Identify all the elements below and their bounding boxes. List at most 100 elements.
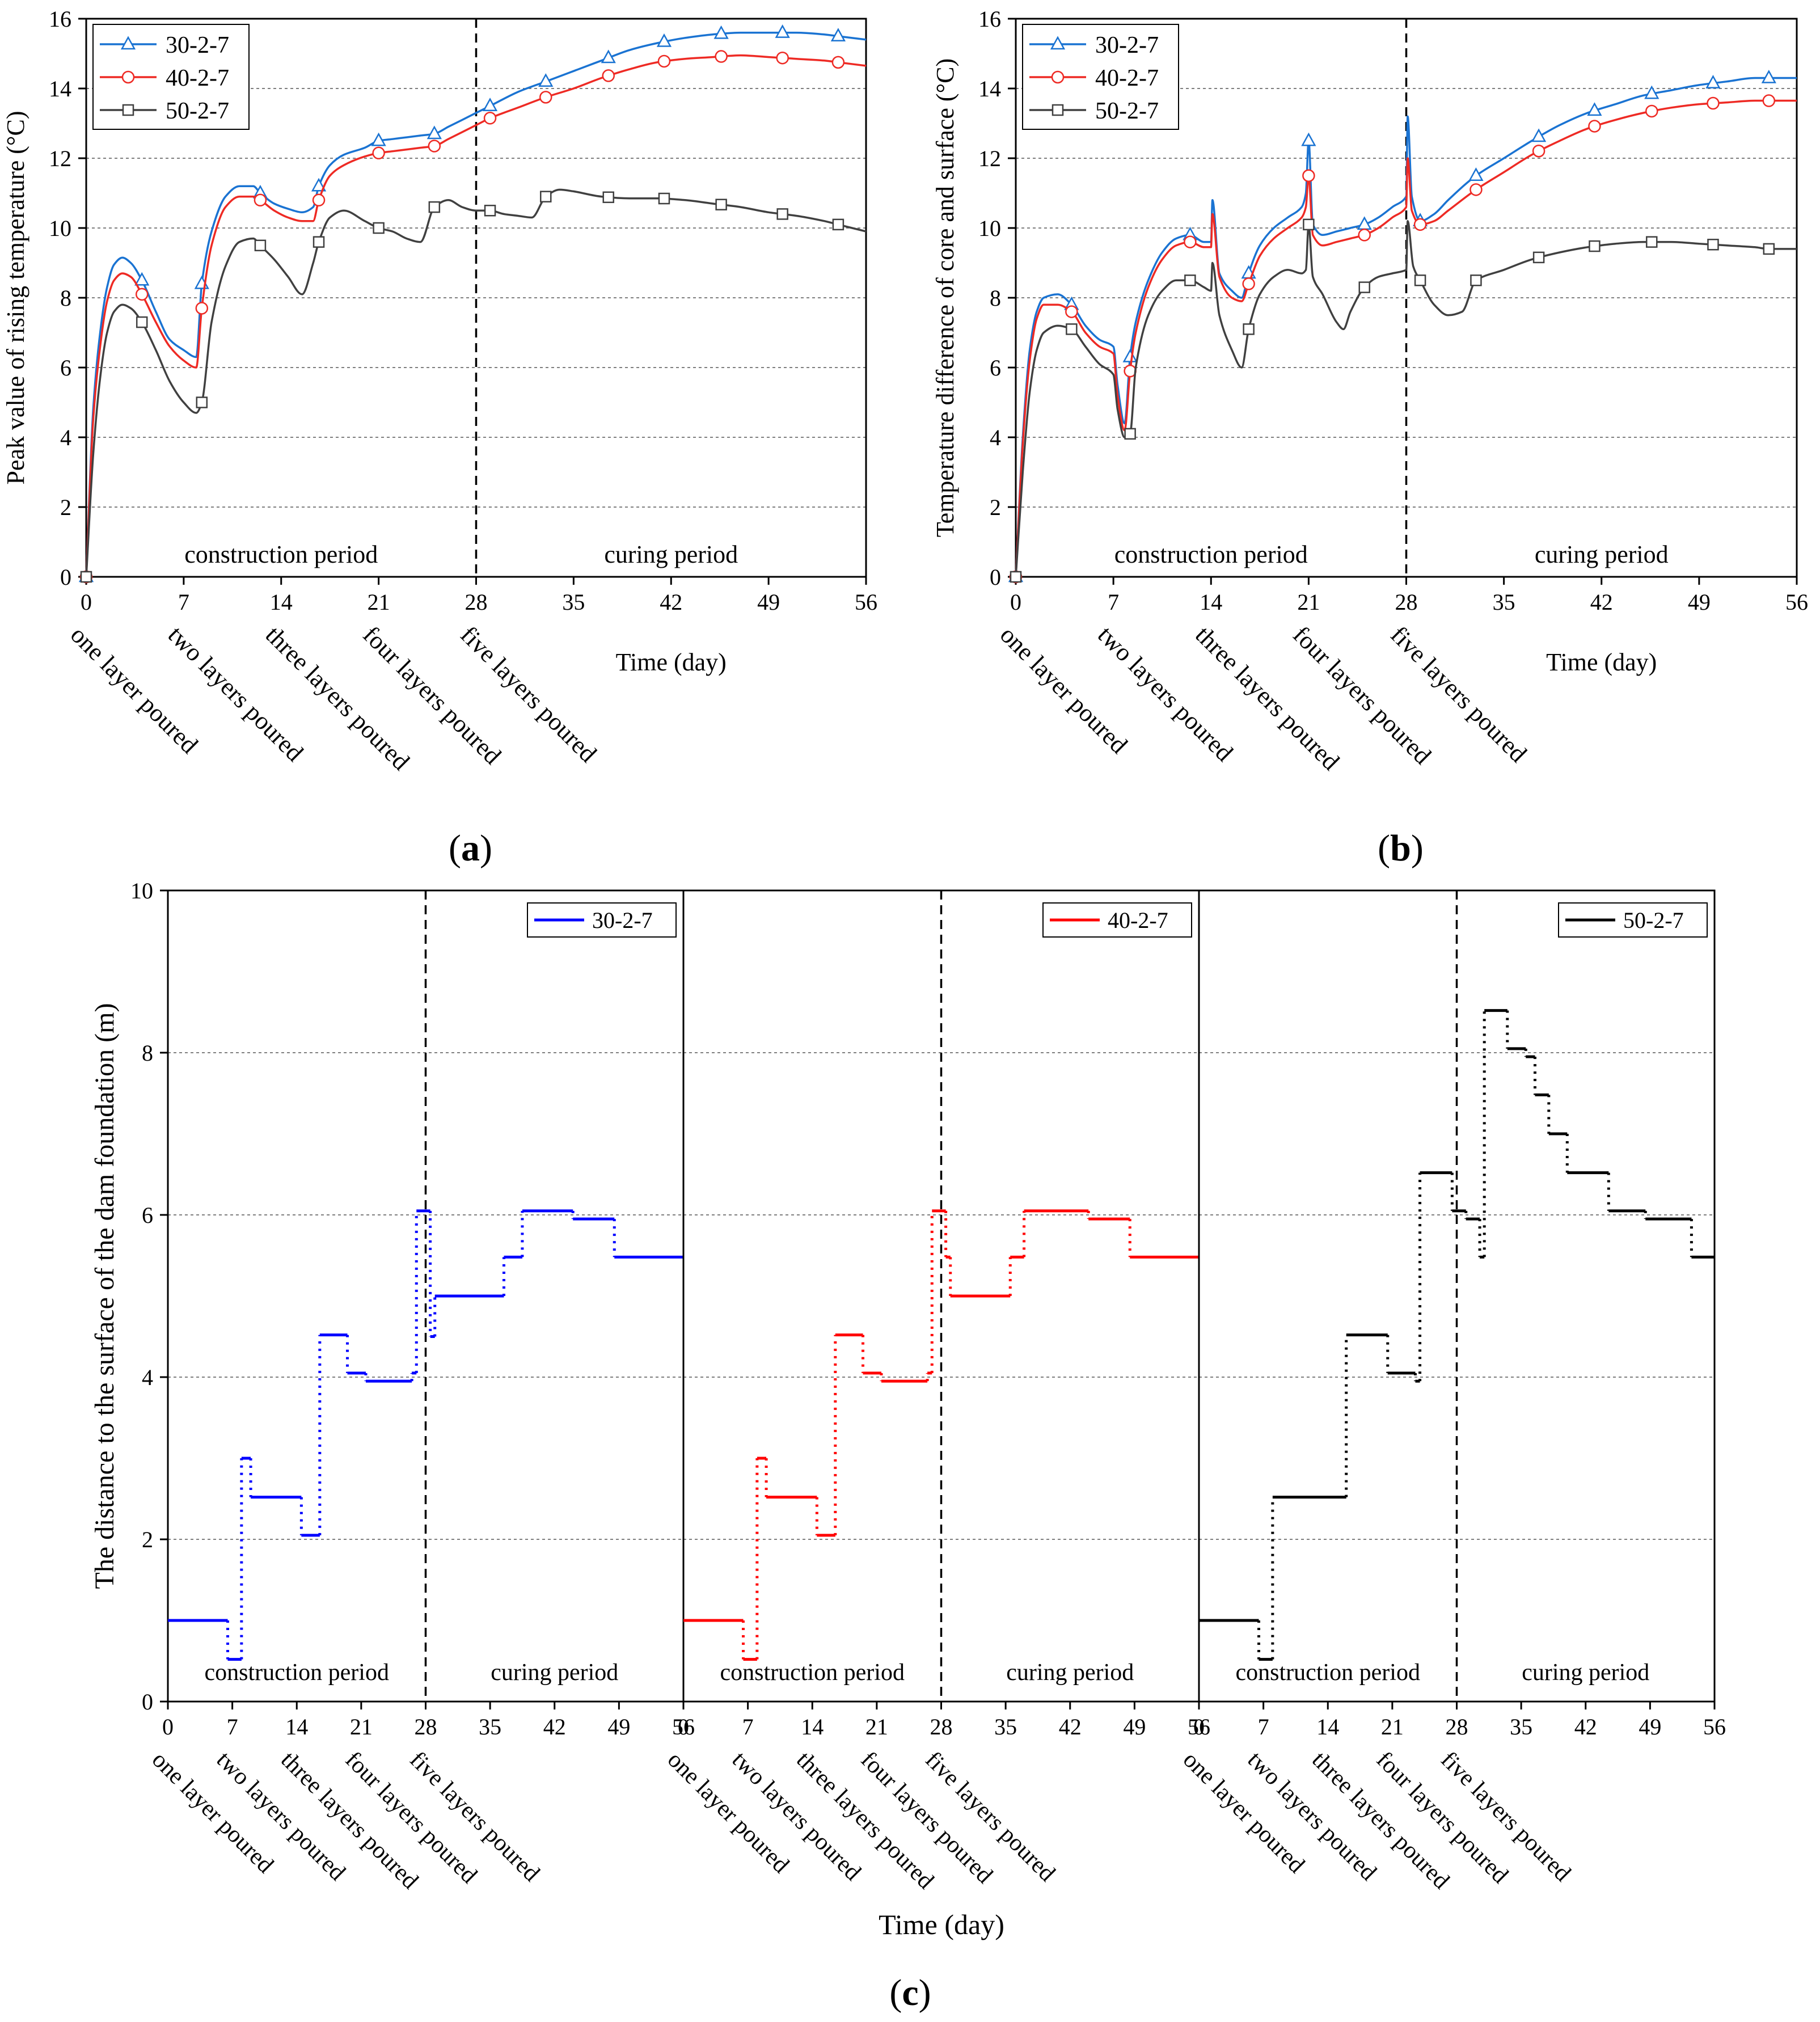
square-marker	[1763, 243, 1775, 255]
x-tick-label: 49	[607, 1714, 630, 1740]
square-marker	[1124, 428, 1136, 440]
square-marker	[1066, 323, 1078, 335]
legend-label: 40-2-7	[1095, 65, 1159, 91]
circle-marker	[776, 51, 789, 65]
square-marker	[540, 191, 552, 202]
square-marker	[1303, 218, 1315, 231]
triangle-marker	[1587, 102, 1602, 116]
legend: 40-2-7	[1042, 902, 1192, 938]
circle-marker	[1358, 229, 1371, 242]
y-tick-label: 8	[60, 285, 71, 311]
circle-marker	[1469, 183, 1483, 196]
square-marker	[1184, 275, 1196, 286]
y-tick-label: 8	[142, 1040, 153, 1066]
series-30-2-7	[168, 1209, 683, 1661]
legend: 30-2-7 40-2-7 50-2-7	[1022, 24, 1179, 130]
square-marker	[196, 396, 208, 408]
x-tick-label: 7	[227, 1714, 238, 1740]
triangle-marker	[1644, 85, 1659, 99]
triangle-marker	[1122, 348, 1138, 362]
y-tick-label: 4	[142, 1365, 153, 1390]
triangle-marker	[482, 98, 498, 111]
x-tick-label: 56	[1785, 589, 1808, 615]
x-tick-label: 35	[1510, 1714, 1532, 1740]
x-tick-label: 0	[81, 589, 92, 615]
series-line	[1015, 77, 1797, 577]
square-marker	[136, 316, 148, 328]
series-40-2-7	[79, 50, 867, 584]
x-tick-label: 49	[757, 589, 780, 615]
square-marker	[428, 201, 441, 213]
square-marker	[1532, 251, 1545, 264]
x-tick-label: 14	[1316, 1714, 1339, 1740]
x-tick-label: 42	[1590, 589, 1613, 615]
construction-period-label: construction period	[184, 541, 378, 568]
series-50-2-7	[1010, 218, 1797, 583]
panel-label-b: (b)	[1378, 828, 1424, 869]
legend-label: 50-2-7	[1095, 98, 1159, 124]
circle-marker	[1184, 235, 1197, 248]
triangle-marker	[656, 33, 672, 47]
y-axis-title: Temperature difference of core and surfa…	[931, 58, 959, 537]
square-marker	[1707, 238, 1719, 251]
series-line	[1015, 219, 1797, 577]
y-tick-label: 0	[60, 564, 71, 590]
y-tick-label: 0	[990, 564, 1001, 590]
legend-label: 40-2-7	[166, 65, 229, 91]
circle-marker	[428, 140, 441, 153]
x-tick-label: 56	[855, 589, 877, 615]
y-axis-title: Peak value of rising temperature (°C)	[2, 111, 29, 484]
x-tick-label: 56	[672, 1714, 695, 1740]
construction-period-label: construction period	[205, 1660, 389, 1686]
y-tick-label: 6	[142, 1202, 153, 1228]
x-tick-label: 0	[162, 1714, 174, 1740]
x-tick-label: 28	[415, 1714, 437, 1740]
x-tick-label: 56	[1703, 1714, 1726, 1740]
y-tick-label: 12	[978, 146, 1001, 171]
y-tick-label: 8	[990, 285, 1001, 311]
triangle-marker	[134, 272, 150, 286]
circle-marker	[831, 56, 845, 69]
x-tick-label: 35	[479, 1714, 501, 1740]
triangle-marker	[1531, 128, 1547, 142]
circle-marker	[121, 70, 135, 84]
circle-marker	[195, 302, 209, 315]
x-tick-label: 49	[1123, 1714, 1146, 1740]
legend-label: 50-2-7	[1623, 907, 1684, 933]
square-marker	[832, 218, 844, 231]
y-tick-label: 4	[990, 425, 1001, 450]
x-tick-label: 7	[1258, 1714, 1269, 1740]
x-tick-label: 21	[1381, 1714, 1404, 1740]
square-marker	[1358, 281, 1370, 293]
construction-period-label: construction period	[720, 1660, 905, 1686]
series-50-2-7	[1199, 1009, 1715, 1661]
x-axis-title: Time (day)	[1546, 648, 1657, 676]
x-tick-label: 0	[678, 1714, 689, 1740]
square-marker	[1243, 323, 1255, 335]
square-marker	[122, 104, 134, 116]
legend: 50-2-7	[1558, 902, 1708, 938]
construction-period-label: construction period	[1114, 541, 1308, 568]
circle-marker	[1707, 96, 1720, 110]
series-line	[85, 188, 867, 577]
square-marker	[658, 192, 670, 205]
x-tick-label: 35	[562, 589, 585, 615]
square-marker	[373, 222, 385, 234]
square-marker	[776, 208, 788, 220]
square-marker	[1010, 571, 1022, 583]
x-tick-label: 49	[1688, 589, 1711, 615]
series-40-2-7	[683, 1209, 1199, 1661]
x-tick-label: 14	[801, 1714, 824, 1740]
y-tick-label: 4	[60, 425, 71, 450]
triangle-marker	[713, 25, 729, 39]
subplot-50-2-7: 0 7 14 21 28 35 42 49 56 construction period curin…	[1178, 889, 1726, 1894]
circle-marker	[1645, 104, 1658, 118]
series-line	[1015, 99, 1797, 577]
series-30-2-7	[1008, 69, 1797, 582]
circle-marker	[715, 50, 728, 63]
curing-period-label: curing period	[1535, 541, 1669, 568]
legend-label: 30-2-7	[592, 907, 653, 933]
x-tick-label: 0	[1010, 589, 1021, 615]
circle-marker	[657, 54, 671, 68]
